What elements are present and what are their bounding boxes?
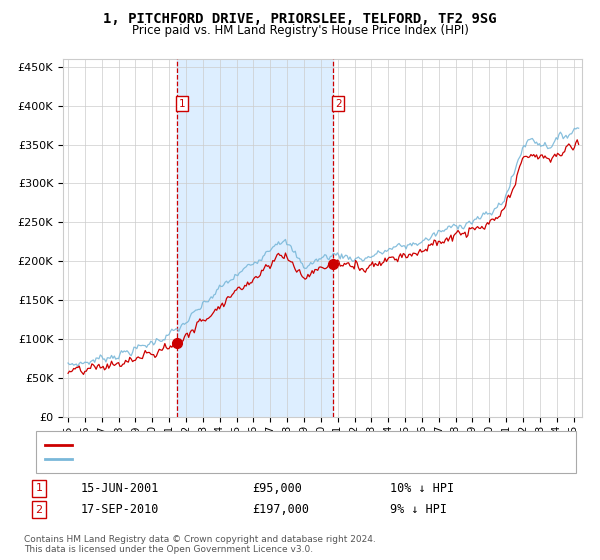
Text: Contains HM Land Registry data © Crown copyright and database right 2024.
This d: Contains HM Land Registry data © Crown c… — [24, 535, 376, 554]
Text: £95,000: £95,000 — [252, 482, 302, 495]
Text: 1: 1 — [35, 483, 43, 493]
Text: 2: 2 — [335, 99, 341, 109]
Text: £197,000: £197,000 — [252, 503, 309, 516]
Text: Price paid vs. HM Land Registry's House Price Index (HPI): Price paid vs. HM Land Registry's House … — [131, 24, 469, 37]
Text: 15-JUN-2001: 15-JUN-2001 — [81, 482, 160, 495]
Text: HPI: Average price, detached house, Telford and Wrekin: HPI: Average price, detached house, Telf… — [75, 454, 365, 464]
Text: 1, PITCHFORD DRIVE, PRIORSLEE, TELFORD, TF2 9SG (detached house): 1, PITCHFORD DRIVE, PRIORSLEE, TELFORD, … — [75, 440, 445, 450]
Text: 10% ↓ HPI: 10% ↓ HPI — [390, 482, 454, 495]
Bar — [177, 59, 333, 417]
Text: 17-SEP-2010: 17-SEP-2010 — [81, 503, 160, 516]
Text: 2: 2 — [35, 505, 43, 515]
Text: 1: 1 — [179, 99, 185, 109]
Text: 1, PITCHFORD DRIVE, PRIORSLEE, TELFORD, TF2 9SG: 1, PITCHFORD DRIVE, PRIORSLEE, TELFORD, … — [103, 12, 497, 26]
Text: 9% ↓ HPI: 9% ↓ HPI — [390, 503, 447, 516]
